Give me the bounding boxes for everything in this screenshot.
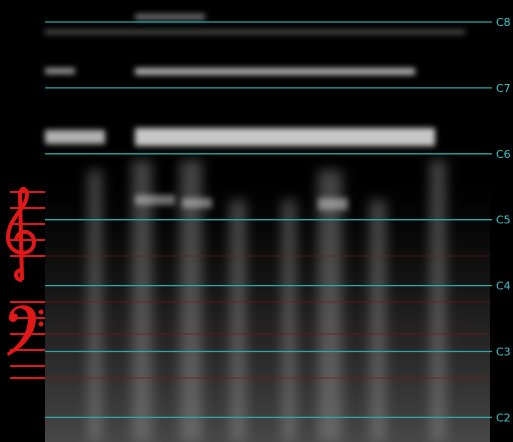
octave-label: C7 (496, 82, 511, 95)
octave-label: C2 (496, 411, 511, 424)
octave-label: C3 (496, 346, 511, 359)
treble-clef (5, 187, 37, 282)
spectrum-energy (45, 14, 490, 442)
staff (10, 191, 45, 379)
octave-label: C4 (496, 280, 511, 293)
staff-extension (45, 255, 490, 379)
bass-clef (7, 305, 44, 356)
octave-label: C6 (496, 148, 511, 161)
octave-label: C8 (496, 16, 511, 29)
octave-label: C5 (496, 214, 511, 227)
octave-lines: C8 C7 C6 C5 C4 C3 C2 (45, 16, 511, 424)
